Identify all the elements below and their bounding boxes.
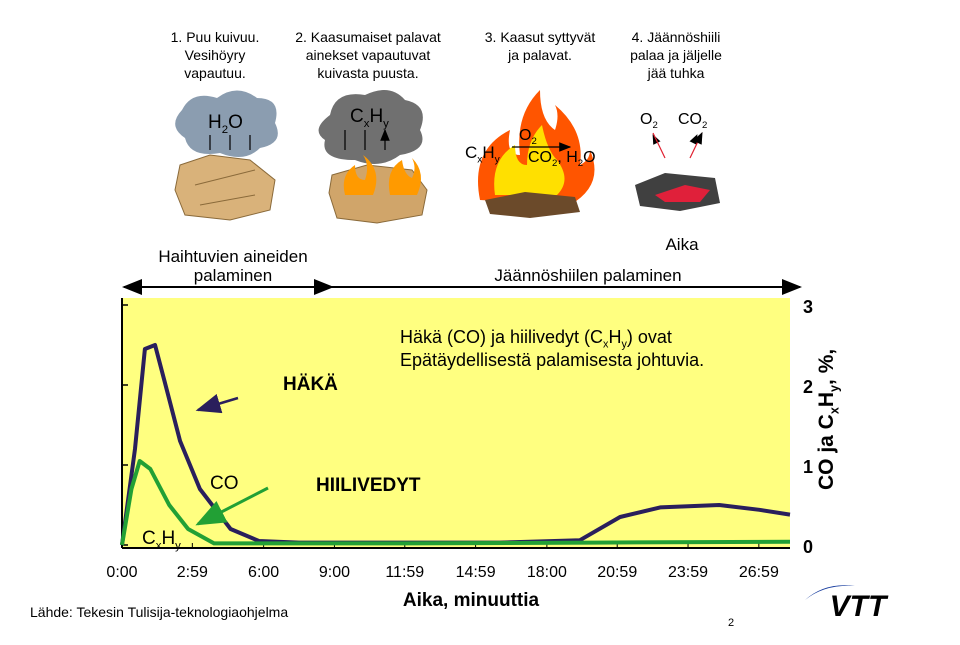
subscript: 2 xyxy=(578,158,583,169)
y-tick-label: 1 xyxy=(803,457,813,477)
formula: H2O xyxy=(208,112,243,136)
formula: CO2 xyxy=(678,111,707,131)
time-label: Aika xyxy=(665,235,699,254)
text-part: CO ja C xyxy=(815,414,838,490)
y-tick-label: 3 xyxy=(803,297,813,317)
page-number: 2 xyxy=(728,617,734,629)
subscript: 2 xyxy=(702,120,707,131)
text-part: H xyxy=(482,143,494,162)
subscript: 2 xyxy=(531,136,536,147)
illustrations xyxy=(174,90,720,224)
subscript: x xyxy=(364,118,370,130)
x-tick-label: 20:59 xyxy=(597,564,637,581)
formula: O2 xyxy=(519,127,537,147)
text-part: Epätäydellisestä palamisesta johtuvia. xyxy=(400,350,704,370)
subscript: y xyxy=(495,154,501,165)
x-tick-label: 18:00 xyxy=(527,564,567,581)
x-tick-label: 9:00 xyxy=(319,564,350,581)
y-tick-label: 0 xyxy=(803,537,813,557)
subscript: y xyxy=(175,540,181,552)
x-tick-label: 11:59 xyxy=(385,564,424,581)
text-part: O xyxy=(228,112,243,133)
stage-text: ja palavat. xyxy=(507,47,572,63)
chart-note: Häkä (CO) ja hiilivedyt (CxHy) ovat xyxy=(400,327,672,351)
text-part: , %, xyxy=(815,349,838,385)
text-part: , H xyxy=(557,149,577,166)
subscript: 2 xyxy=(652,120,657,131)
stage-text: vapautuu. xyxy=(184,65,246,81)
subscript: 2 xyxy=(552,158,557,169)
subscript: y xyxy=(827,385,841,392)
formula: CxHy xyxy=(465,143,501,165)
subscript: x xyxy=(156,540,162,552)
x-tick-label: 0:00 xyxy=(106,564,137,581)
annotation-arrow xyxy=(195,486,269,526)
source: Lähde: Tekesin Tulisija-teknologiaohjelm… xyxy=(30,604,288,620)
stage-text: jää tuhka xyxy=(647,65,705,81)
stage-text: Vesihöyry xyxy=(185,47,246,63)
text-part: H xyxy=(161,528,175,549)
text-part: CO xyxy=(678,111,702,128)
stage4-image xyxy=(635,134,720,211)
series-line xyxy=(120,343,791,546)
subscript: x xyxy=(827,407,841,414)
text-part: C xyxy=(465,143,477,162)
subscript: x xyxy=(603,339,609,351)
series-line xyxy=(120,459,791,546)
annotation-arrow xyxy=(195,393,239,414)
x-axis-title: Aika, minuuttia xyxy=(403,590,540,611)
text-part: H xyxy=(208,112,222,133)
subscript: y xyxy=(383,118,389,130)
stage-text: 2. Kaasumaiset palavat xyxy=(295,29,441,45)
stage-text: kuivasta puusta. xyxy=(317,65,418,81)
x-tick-label: 23:59 xyxy=(668,564,708,581)
stage-text: palaa ja jäljelle xyxy=(630,47,722,63)
text-part: Häkä (CO) ja hiilivedyt (C xyxy=(400,327,603,347)
text-part: ) ovat xyxy=(627,327,672,347)
stage1-image xyxy=(174,90,278,221)
formula: CO2, H2O xyxy=(528,149,596,169)
phase-label: Haihtuvien aineiden xyxy=(158,247,307,266)
stage-text: 1. Puu kuivuu. xyxy=(171,29,260,45)
text-part: H xyxy=(369,106,383,127)
text-part: H xyxy=(608,327,621,347)
formula: O2 xyxy=(640,111,658,131)
text-part: CO xyxy=(528,149,552,166)
stage-text: ainekset vapautuvat xyxy=(306,47,431,63)
stage-text: 3. Kaasut syttyvät xyxy=(485,29,596,45)
y-axis-title: CO ja CxHy, %, xyxy=(815,349,841,490)
stage-text: 4. Jäännöshiili xyxy=(632,29,721,45)
formula: CxHy xyxy=(350,106,389,130)
text-part: H xyxy=(815,392,838,407)
subscript: 2 xyxy=(222,124,228,136)
phase-label: Jäännöshiilen palaminen xyxy=(494,266,681,285)
phase-label: palaminen xyxy=(194,266,272,285)
y-tick-label: 2 xyxy=(803,377,813,397)
x-tick-label: 26:59 xyxy=(739,564,779,581)
x-tick-label: 14:59 xyxy=(456,564,496,581)
x-tick-label: 2:59 xyxy=(177,564,208,581)
chart-note: Epätäydellisestä palamisesta johtuvia. xyxy=(400,350,704,370)
logo: VTT xyxy=(830,590,889,623)
text-part: O xyxy=(583,149,595,166)
series-label: CO xyxy=(210,473,239,494)
subscript: y xyxy=(621,339,627,351)
text-part: O xyxy=(640,111,652,128)
subscript: x xyxy=(477,154,482,165)
series-title: HÄKÄ xyxy=(283,374,338,395)
series-label: CxHy xyxy=(142,528,181,552)
text-part: C xyxy=(350,106,364,127)
text-part: O xyxy=(519,127,531,144)
x-tick-label: 6:00 xyxy=(248,564,279,581)
text-part: C xyxy=(142,528,156,549)
series-title: HIILIVEDYT xyxy=(316,475,421,496)
